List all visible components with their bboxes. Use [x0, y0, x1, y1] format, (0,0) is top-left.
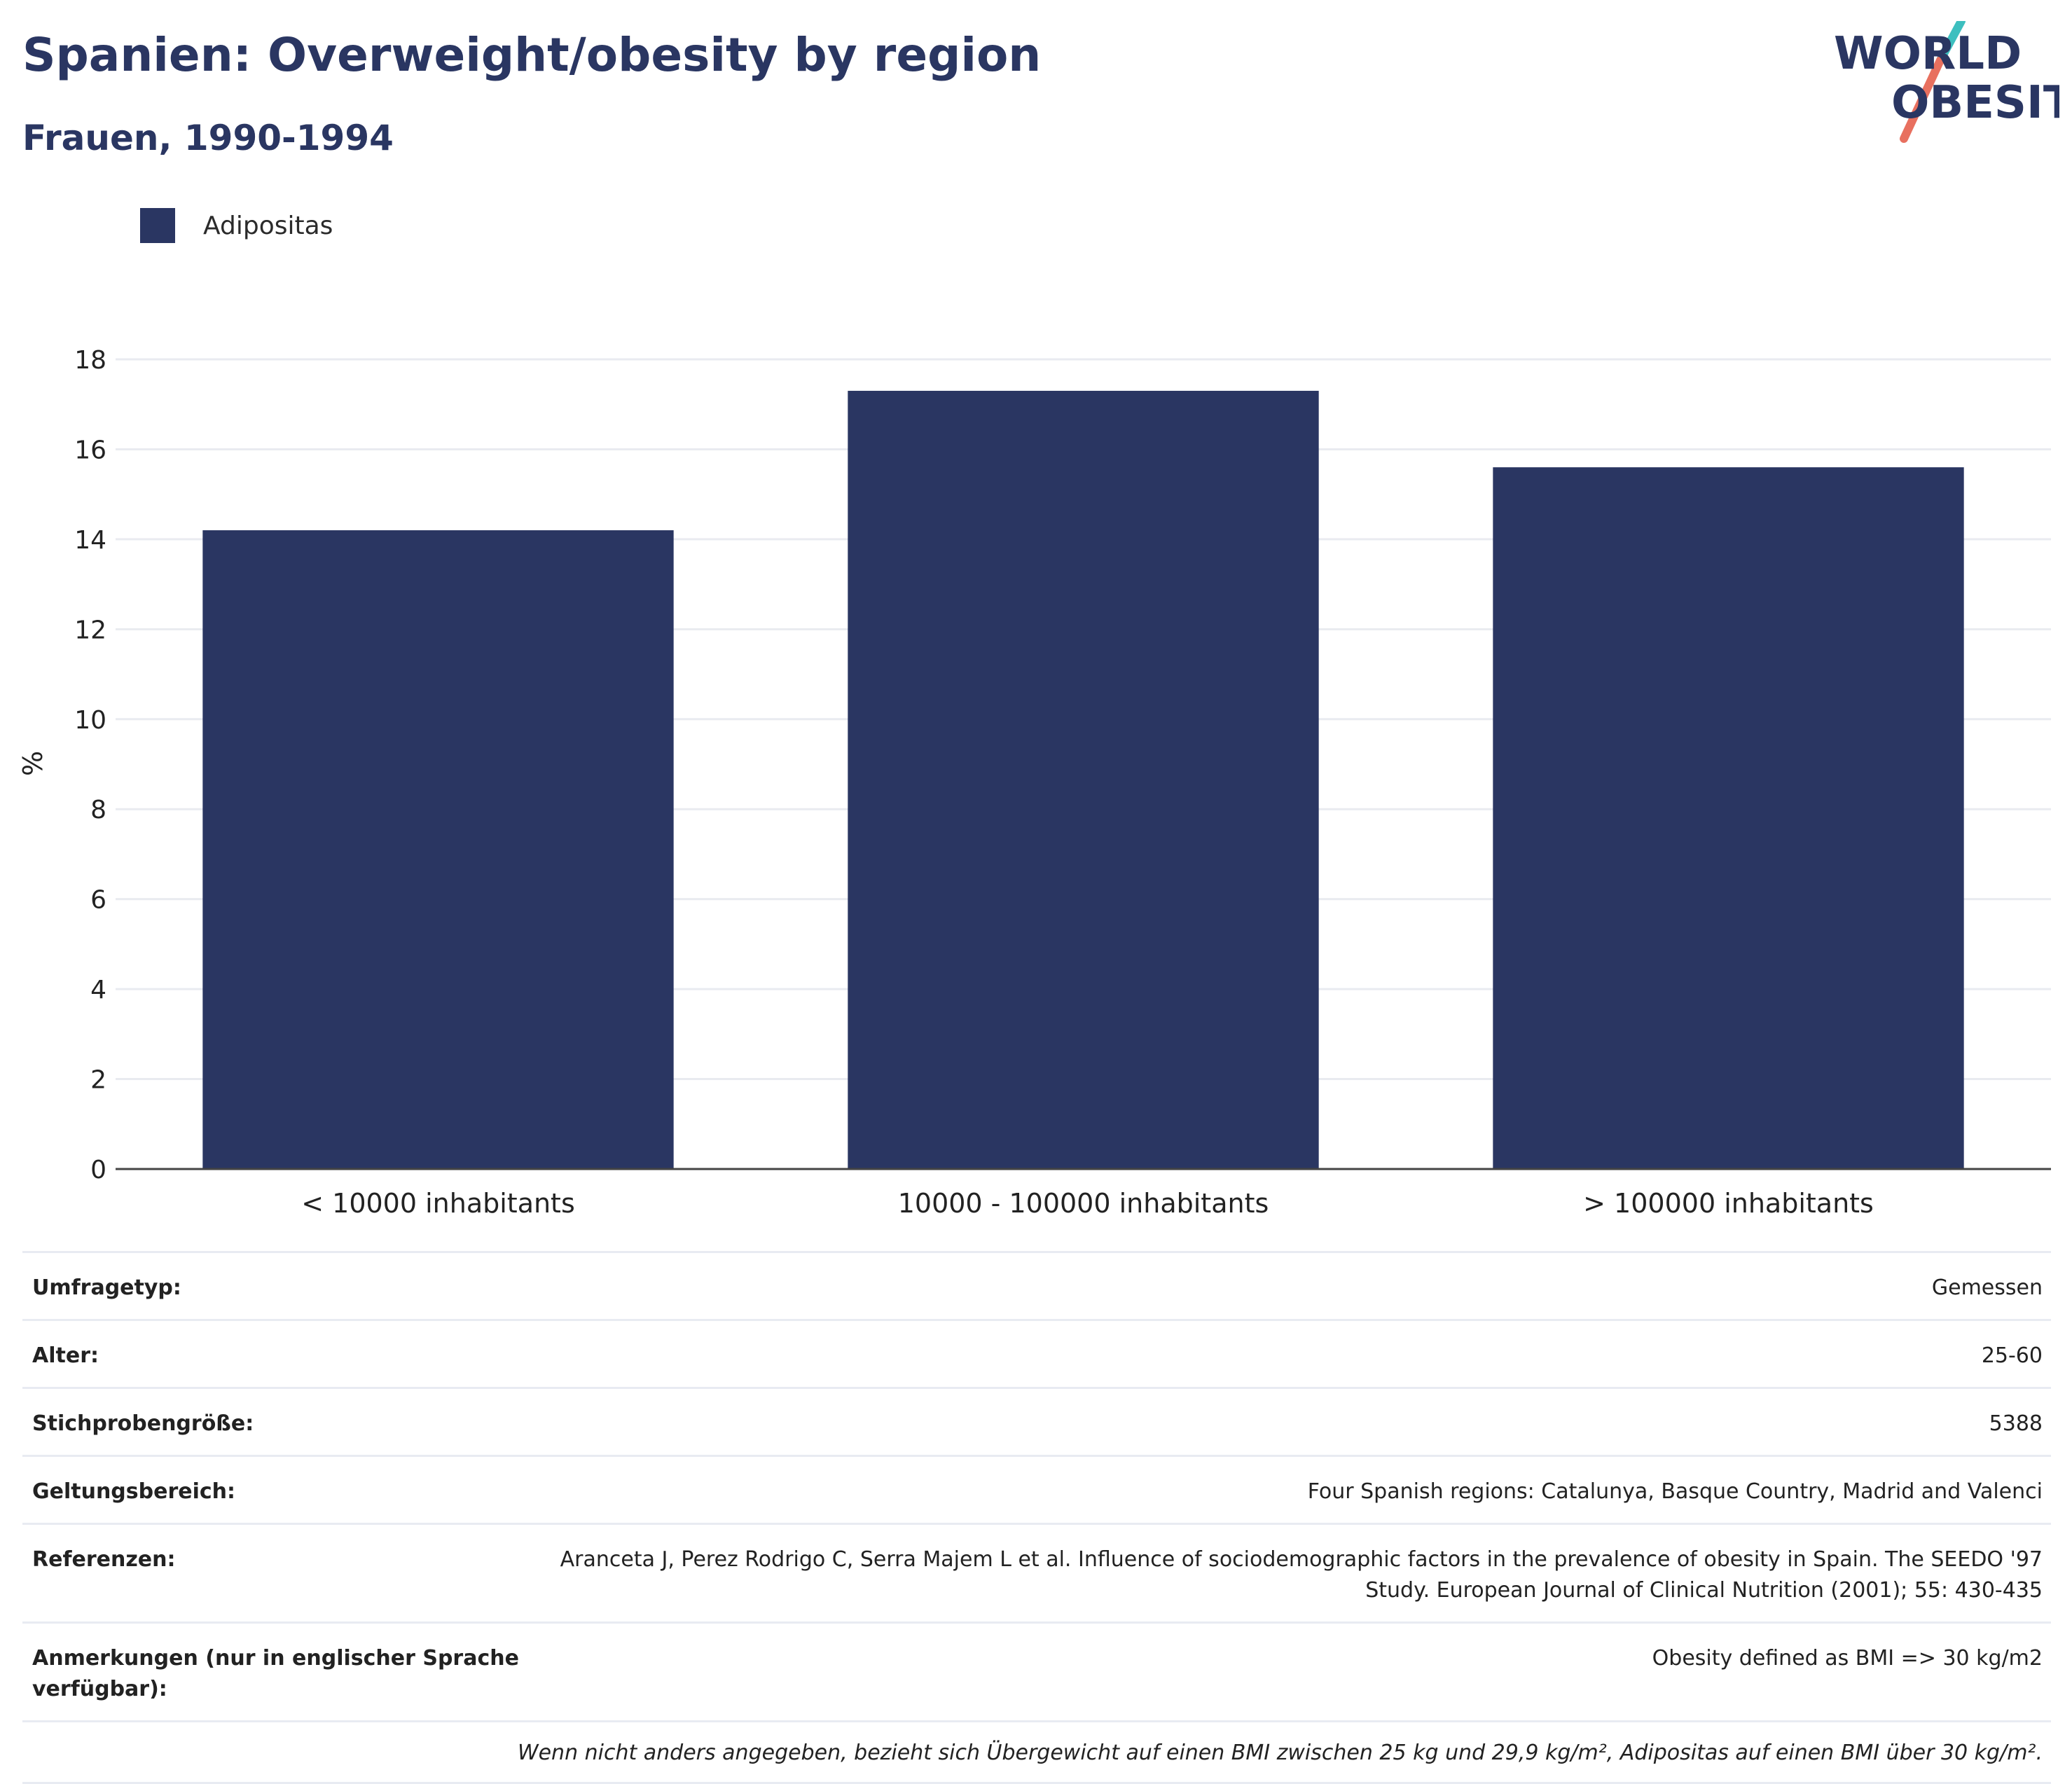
info-value: Gemessen	[1931, 1275, 2043, 1300]
info-key: Alter:	[32, 1343, 99, 1368]
info-key: Stichprobengröße:	[32, 1411, 254, 1436]
y-tick-label: 16	[74, 436, 106, 464]
y-tick-label: 12	[74, 616, 106, 644]
y-axis-label: %	[18, 751, 48, 776]
chart-title: Spanien: Overweight/obesity by region	[22, 28, 1042, 82]
info-row-coverage: Geltungsbereich: Four Spanish regions: C…	[22, 1455, 2051, 1523]
info-key: Geltungsbereich:	[32, 1479, 236, 1504]
survey-info-table: Umfragetyp: Gemessen Alter: 25-60 Stichp…	[22, 1251, 2051, 1784]
bar-2	[848, 390, 1319, 1169]
bar-chart: 0 2 4 6 8 10 12 14 16 18 < 10000 inhabitants 10000…	[18, 346, 2051, 1219]
y-tick-label: 14	[74, 526, 106, 555]
legend: Adipositas	[140, 207, 333, 244]
info-value: Aranceta J, Perez Rodrigo C, Serra Majem…	[560, 1547, 2043, 1603]
y-tick-label: 18	[74, 346, 106, 375]
svg-text:OBESITY: OBESITY	[1891, 77, 2059, 129]
y-tick-label: 4	[90, 976, 106, 1004]
info-row-sample-size: Stichprobengröße: 5388	[22, 1387, 2051, 1455]
definition-footnote: Wenn nicht anders angegeben, bezieht sic…	[22, 1720, 2051, 1784]
info-key: Umfragetyp:	[32, 1275, 181, 1300]
svg-text:WORLD: WORLD	[1834, 28, 2022, 80]
legend-label-adipositas: Adipositas	[203, 211, 333, 240]
bars	[202, 390, 1964, 1169]
y-tick-label: 2	[90, 1066, 106, 1095]
x-tick-label: > 100000 inhabitants	[1583, 1188, 1874, 1219]
info-row-references: Referenzen: Aranceta J, Perez Rodrigo C,…	[22, 1523, 2051, 1621]
bar-1	[202, 530, 674, 1169]
y-tick-label: 10	[74, 706, 106, 735]
x-axis-ticks: < 10000 inhabitants 10000 - 100000 inhabi…	[301, 1188, 1874, 1219]
info-value: 25-60	[1981, 1343, 2043, 1368]
y-tick-label: 0	[90, 1156, 106, 1184]
info-value: Four Spanish regions: Catalunya, Basque …	[1307, 1479, 2043, 1504]
x-tick-label: 10000 - 100000 inhabitants	[898, 1188, 1269, 1219]
info-key: Referenzen:	[32, 1547, 176, 1572]
info-value: 5388	[1989, 1411, 2043, 1436]
info-row-age: Alter: 25-60	[22, 1319, 2051, 1387]
info-key: Anmerkungen (nur in englischer Sprache v…	[32, 1646, 519, 1701]
legend-swatch-adipositas	[140, 208, 175, 243]
y-tick-label: 6	[90, 886, 106, 915]
info-row-notes: Anmerkungen (nur in englischer Sprache v…	[22, 1621, 2051, 1720]
world-obesity-logo: WORLD OBESITY	[1834, 21, 2059, 143]
y-axis-ticks: 0 2 4 6 8 10 12 14 16 18	[74, 346, 106, 1184]
bar-3	[1493, 467, 1964, 1169]
info-value: Obesity defined as BMI => 30 kg/m2	[1652, 1646, 2043, 1671]
info-row-survey-type: Umfragetyp: Gemessen	[22, 1251, 2051, 1319]
x-tick-label: < 10000 inhabitants	[301, 1188, 575, 1219]
y-tick-label: 8	[90, 796, 106, 824]
chart-subtitle: Frauen, 1990-1994	[22, 118, 394, 158]
